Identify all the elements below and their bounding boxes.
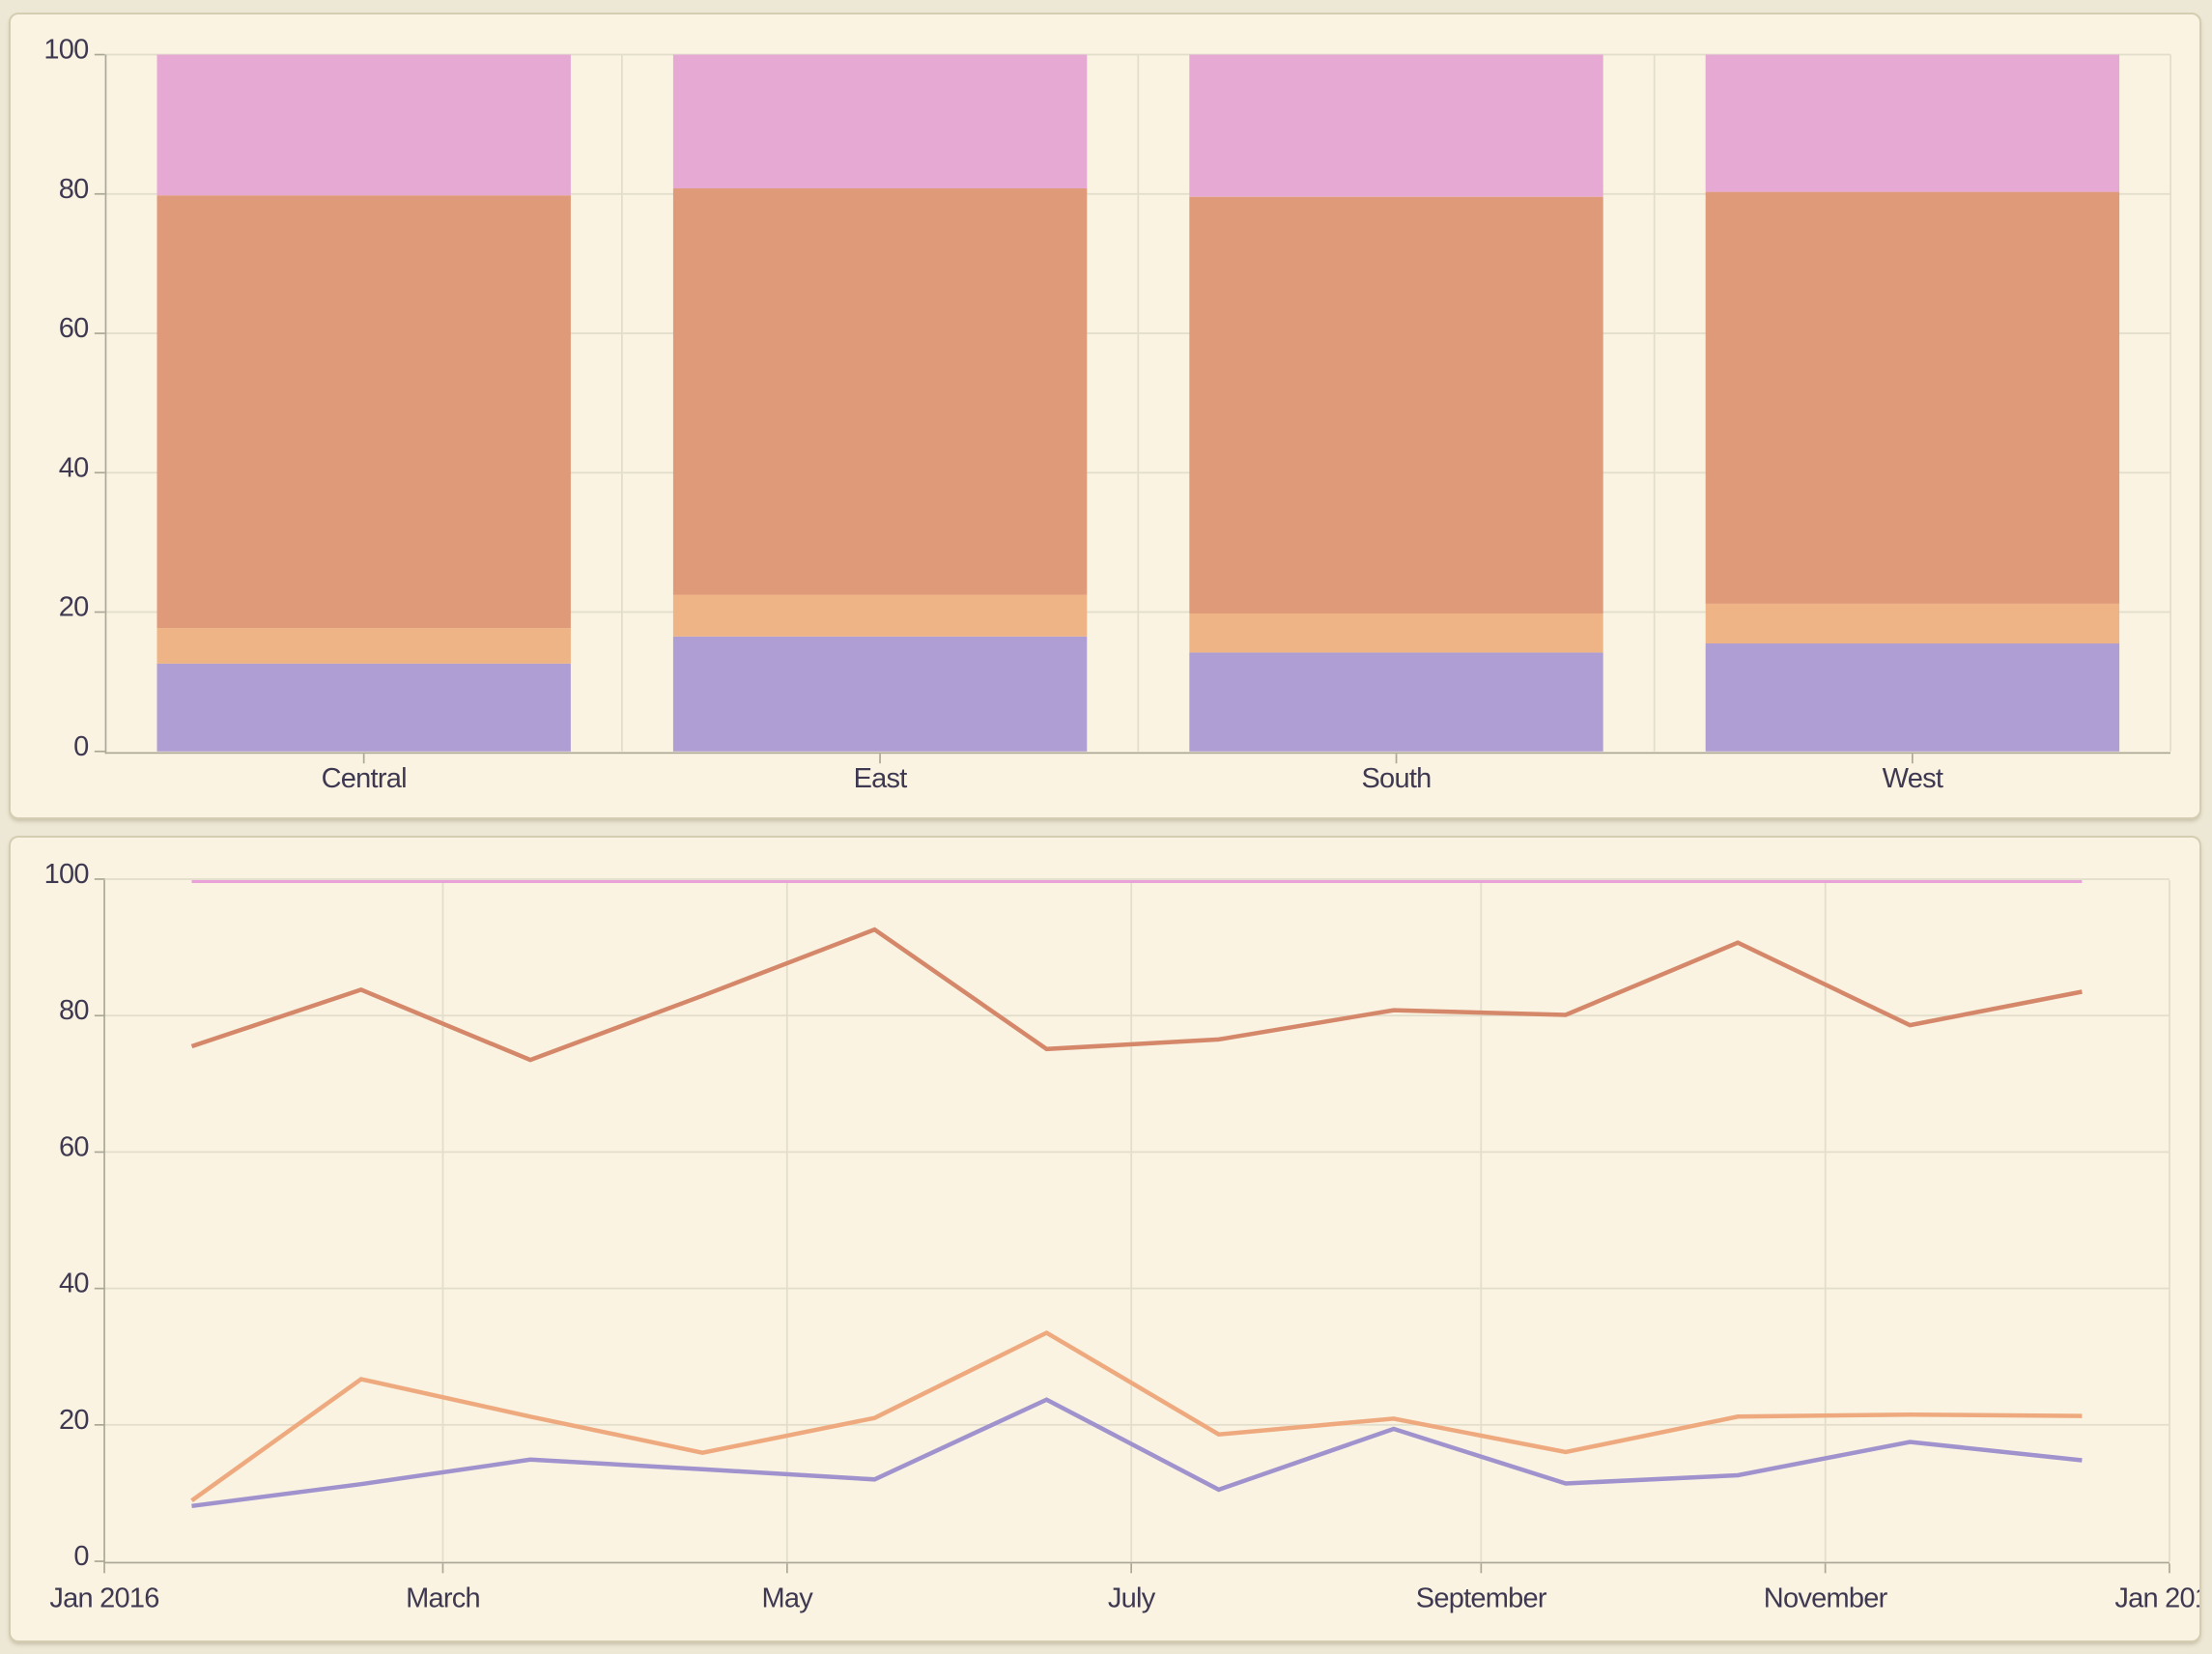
svg-text:80: 80 xyxy=(59,995,89,1026)
svg-text:September: September xyxy=(1416,1583,1547,1614)
svg-text:July: July xyxy=(1108,1583,1156,1614)
svg-text:Central: Central xyxy=(322,763,407,794)
svg-text:May: May xyxy=(762,1583,814,1614)
svg-text:Jan 2017: Jan 2017 xyxy=(2114,1583,2199,1614)
svg-text:40: 40 xyxy=(59,1269,89,1299)
svg-text:20: 20 xyxy=(59,1405,89,1436)
svg-text:20: 20 xyxy=(59,592,89,623)
svg-text:100: 100 xyxy=(43,35,88,66)
svg-text:0: 0 xyxy=(73,731,88,762)
svg-text:80: 80 xyxy=(59,174,89,205)
svg-text:March: March xyxy=(406,1583,480,1614)
svg-text:60: 60 xyxy=(59,313,89,344)
svg-text:Jan 2016: Jan 2016 xyxy=(49,1583,158,1614)
svg-text:0: 0 xyxy=(73,1541,88,1572)
svg-text:100: 100 xyxy=(44,859,89,890)
svg-text:West: West xyxy=(1883,763,1943,794)
svg-text:East: East xyxy=(854,763,908,794)
svg-text:November: November xyxy=(1764,1583,1888,1614)
svg-text:40: 40 xyxy=(59,452,89,483)
svg-text:South: South xyxy=(1361,763,1431,794)
svg-text:60: 60 xyxy=(59,1131,89,1162)
